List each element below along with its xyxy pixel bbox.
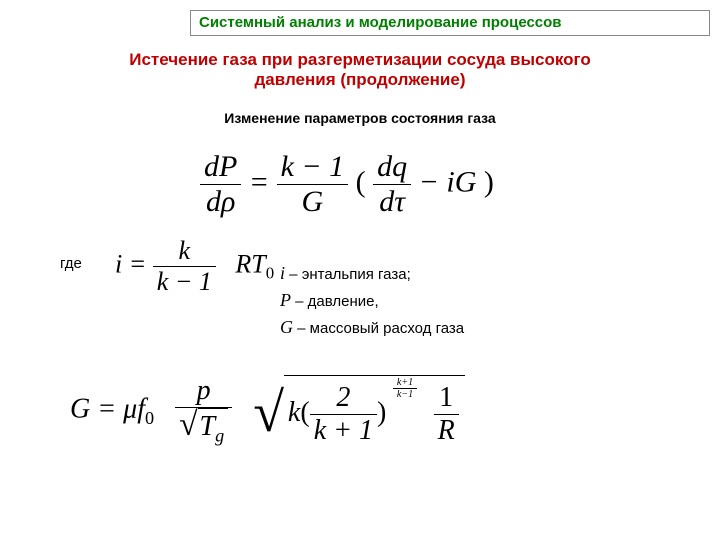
- eq1-minus: −: [419, 165, 447, 198]
- subtitle: Изменение параметров состояния газа: [30, 110, 690, 126]
- eq1-frac1-num: k − 1: [277, 150, 349, 185]
- where-label: где: [60, 255, 82, 272]
- eq2-frac-den: k − 1: [153, 267, 216, 297]
- page-title: Истечение газа при разгерметизации сосуд…: [30, 50, 690, 90]
- def-3: G – массовый расход газа: [280, 314, 464, 341]
- eq3-G: G: [70, 393, 90, 424]
- eq2-i: i: [115, 249, 122, 278]
- sqrt-main: √ k( 2 k + 1 ) k+1 k−1 1 R: [253, 375, 465, 447]
- eq3-sqrtT: √Tg: [175, 408, 232, 447]
- eq3-one: 1: [434, 382, 459, 415]
- eq1-term: iG: [446, 165, 476, 198]
- subtitle-text: Изменение параметров состояния газа: [224, 110, 495, 126]
- def1-text: – энтальпия газа;: [285, 266, 411, 283]
- eq1-lhs-num: dP: [200, 150, 241, 185]
- eq3-Tg: T: [200, 411, 216, 442]
- def-1: i – энтальпия газа;: [280, 260, 464, 287]
- def3-text: – массовый расход газа: [293, 320, 464, 337]
- eq3-inner-den: k + 1: [310, 415, 377, 447]
- eq3-exp: k+1 k−1: [388, 377, 421, 397]
- eq2-eq: =: [129, 249, 153, 278]
- eq1-inner-frac: dq dτ: [373, 150, 411, 219]
- equation-1: dP dρ = k − 1 G ( dq dτ − iG ): [200, 150, 494, 219]
- eq2-frac-num: k: [153, 236, 216, 267]
- eq1-inner-den: dτ: [373, 185, 411, 219]
- eq2-frac: k k − 1: [153, 236, 216, 297]
- eq1-close: ): [484, 165, 494, 198]
- eq3-open: (: [300, 397, 309, 428]
- eq1-lhs-frac: dP dρ: [200, 150, 241, 219]
- eq3-exp-num: k+1: [393, 377, 417, 389]
- eq3-exp-den: k−1: [393, 389, 417, 400]
- eq3-close: ): [377, 397, 386, 428]
- eq1-frac1: k − 1 G: [277, 150, 349, 219]
- eq3-f: f: [137, 393, 145, 424]
- equation-i: i = k k − 1 RT0: [115, 236, 274, 297]
- eq1-inner-num: dq: [373, 150, 411, 185]
- eq2-rt: RT: [235, 249, 265, 278]
- def3-sym: G: [280, 317, 293, 337]
- sqrt-Tg: √Tg: [179, 408, 228, 447]
- eq3-eq: =: [97, 393, 123, 424]
- eq3-mu: μ: [123, 393, 137, 424]
- eq1-lhs-den: dρ: [200, 185, 241, 219]
- eq1-frac1-den: G: [277, 185, 349, 219]
- equation-3: G = μf0 p √Tg √ k( 2 k + 1 ) k+1 k−1 1: [70, 375, 465, 447]
- title-line2: давления (продолжение): [254, 70, 465, 89]
- header-text: Системный анализ и моделирование процесс…: [199, 14, 562, 31]
- eq3-fsub: 0: [145, 408, 154, 428]
- eq3-R: R: [434, 415, 459, 447]
- eq1-open: (: [356, 165, 366, 198]
- def2-sym: P: [280, 290, 291, 310]
- eq3-exp-frac: k+1 k−1: [393, 377, 417, 400]
- eq1-eq: =: [249, 165, 277, 198]
- eq3-p: p: [175, 375, 232, 408]
- def-2: P – давление,: [280, 287, 464, 314]
- definitions: i – энтальпия газа; P – давление, G – ма…: [280, 260, 464, 341]
- def2-text: – давление,: [291, 293, 379, 310]
- eq3-Tgsub: g: [215, 426, 224, 446]
- eq2-rt-sub: 0: [266, 264, 274, 283]
- eq3-k: k: [288, 397, 300, 428]
- eq3-p-over-sqrtT: p √Tg: [175, 375, 232, 447]
- where-text: где: [60, 255, 82, 272]
- eq3-inner-frac: 2 k + 1: [310, 382, 377, 447]
- eq3-one-over-R: 1 R: [434, 382, 459, 447]
- eq3-inner-num: 2: [310, 382, 377, 415]
- header-box: Системный анализ и моделирование процесс…: [190, 10, 710, 36]
- title-line1: Истечение газа при разгерметизации сосуд…: [129, 50, 591, 69]
